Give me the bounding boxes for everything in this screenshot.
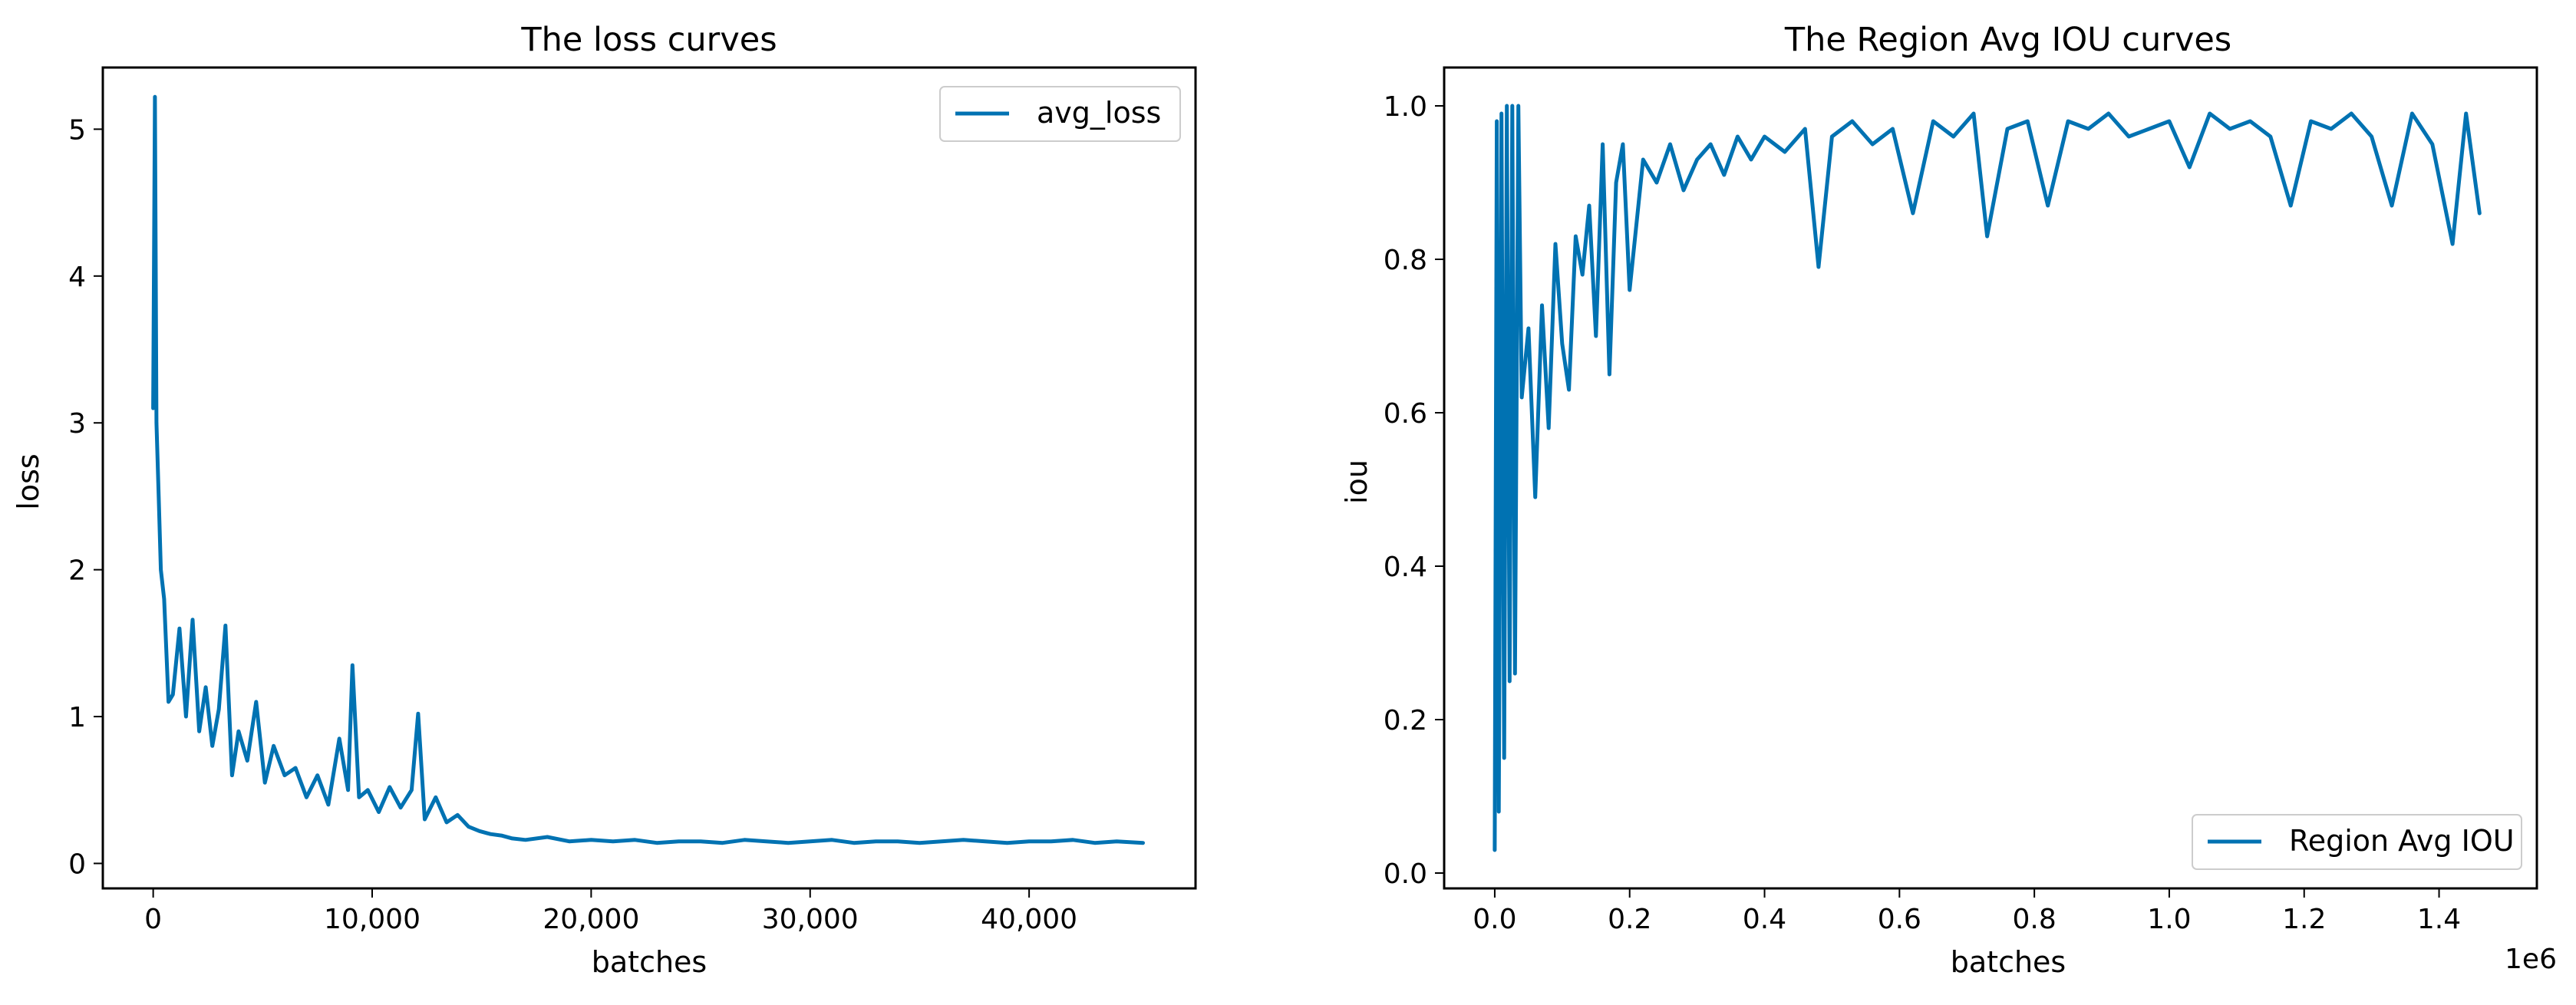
iou-chart-x-tick-label: 0.2 [1608,904,1651,935]
loss-chart-x-tick-label: 30,000 [762,904,859,935]
loss-chart: The loss curves batches loss 0 10,000 20,0… [12,21,1197,979]
iou-chart-y-tick-label: 0.4 [1384,552,1427,583]
iou-chart-legend: Region Avg IOU [2192,814,2522,870]
loss-chart-legend-label: avg_loss [1037,96,1161,130]
loss-chart-y-tick-label: 5 [68,114,86,146]
loss-chart-x-tick-label: 0 [144,904,162,935]
loss-chart-y-tick-label: 4 [68,262,86,293]
iou-chart-y-tick-label: 0.2 [1384,705,1427,736]
iou-chart-x-axis-label: batches [1951,945,2066,979]
iou-chart-ticks: 0.0 0.2 0.4 0.6 0.8 1.0 1.2 1.4 0.0 0.2 0.4 0.6 0.8 1… [1384,91,2461,935]
iou-chart: The Region Avg IOU curves batches iou 1e… [1340,21,2557,979]
iou-chart-title: The Region Avg IOU curves [1784,21,2231,59]
loss-chart-x-axis-label: batches [592,945,707,979]
loss-chart-y-axis-label: loss [12,453,45,509]
loss-chart-y-tick-label: 3 [68,408,86,440]
loss-chart-y-tick-label: 0 [68,848,86,880]
iou-chart-y-tick-label: 0.6 [1384,398,1427,430]
loss-chart-ticks: 0 10,000 20,000 30,000 40,000 0 1 2 3 4 5 [68,114,1077,935]
iou-chart-x-tick-label: 1.0 [2147,904,2191,935]
loss-chart-lines [151,94,1145,845]
iou-chart-y-tick-label: 0.8 [1384,245,1427,276]
iou-chart-lines [1492,104,2482,852]
loss-chart-legend: avg_loss [939,86,1181,142]
iou-chart-y-tick-label: 1.0 [1384,91,1427,123]
iou-chart-y-tick-label: 0.0 [1384,858,1427,890]
loss-chart-x-tick-label: 40,000 [981,904,1077,935]
iou-chart-x-tick-label: 1.4 [2417,904,2461,935]
iou-chart-x-tick-label: 0.4 [1743,904,1786,935]
loss-chart-y-tick-label: 2 [68,555,86,587]
loss-chart-series-line-0 [151,94,1145,845]
loss-chart-x-tick-label: 20,000 [543,904,639,935]
iou-chart-x-tick-label: 0.0 [1473,904,1516,935]
loss-chart-y-tick-label: 1 [68,702,86,733]
iou-chart-series-line-0 [1492,104,2482,852]
iou-chart-x-offset-label: 1e6 [2505,944,2557,975]
iou-chart-legend-box [2192,814,2522,870]
loss-chart-x-tick-label: 10,000 [324,904,421,935]
iou-chart-x-tick-label: 1.2 [2282,904,2326,935]
iou-chart-plot-frame [1443,66,2538,890]
iou-chart-x-tick-label: 0.6 [1878,904,1921,935]
loss-chart-plot-frame [101,66,1197,890]
loss-chart-title: The loss curves [520,21,777,59]
iou-chart-legend-label: Region Avg IOU [2289,824,2515,858]
iou-chart-y-axis-label: iou [1340,460,1374,504]
loss-chart-legend-box [939,86,1181,142]
iou-chart-x-tick-label: 0.8 [2013,904,2057,935]
